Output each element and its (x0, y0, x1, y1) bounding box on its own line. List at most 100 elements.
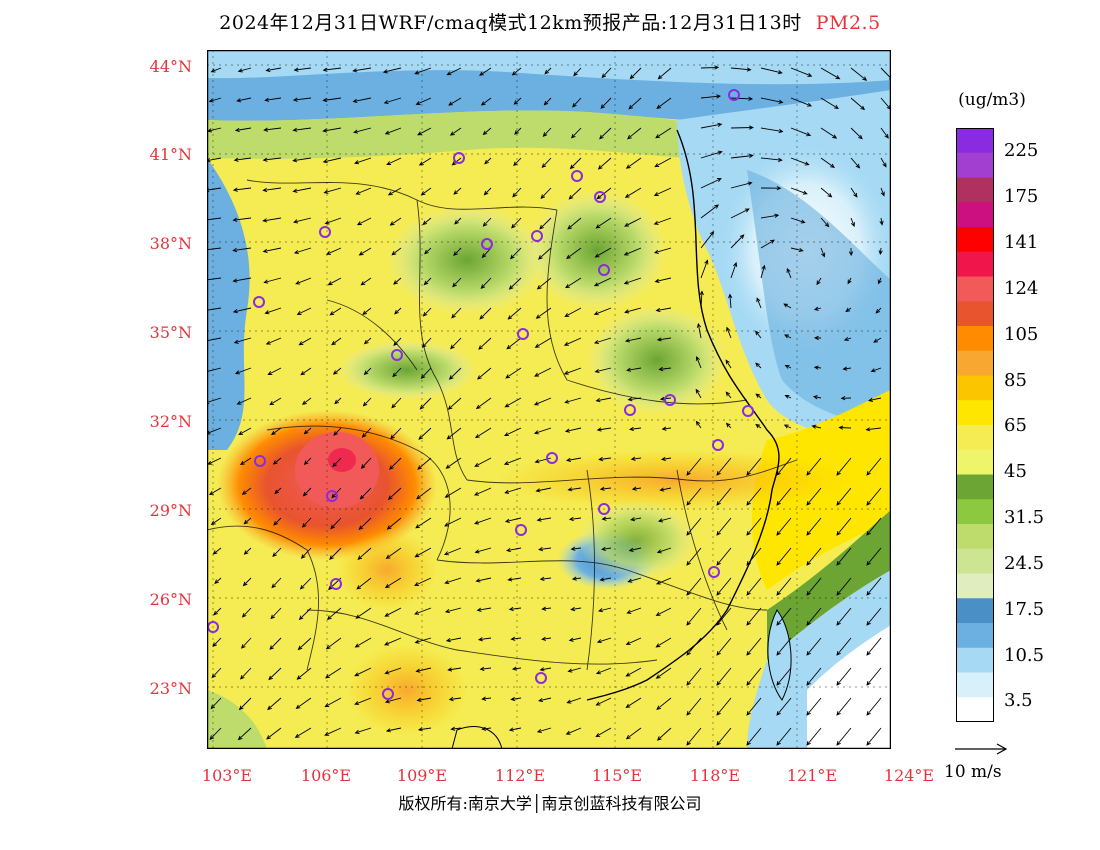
city-marker (708, 566, 720, 578)
wind-arrow (270, 607, 282, 620)
wind-arrow (716, 607, 732, 626)
colorbar-cell (956, 152, 994, 179)
wind-arrow (422, 307, 432, 317)
wind-arrow (274, 487, 282, 495)
wind-arrow (479, 307, 492, 320)
lat-label-35: 35°N (149, 323, 192, 342)
wind-arrow (563, 337, 582, 346)
wind-arrow (877, 277, 882, 285)
colorbar-label-105: 105 (1004, 324, 1039, 345)
wind-reference-label: 10 m/s (944, 762, 1002, 782)
wind-arrow (850, 157, 861, 169)
wind-arrow (263, 127, 282, 132)
wind-arrow (878, 247, 883, 256)
wind-arrow (389, 217, 402, 226)
central-green-south (577, 500, 697, 580)
colorbar-unit: (ug/m3) (958, 90, 1026, 110)
wind-arrow (207, 367, 222, 374)
wind-arrow (836, 487, 852, 506)
wind-arrow (481, 247, 492, 259)
wind-arrow (241, 637, 252, 649)
wind-arrow (357, 547, 372, 560)
wind-arrow (806, 607, 822, 626)
wind-arrow (776, 457, 792, 476)
wind-arrow (730, 181, 753, 189)
wind-arrow (480, 97, 492, 106)
wind-arrow (595, 727, 612, 737)
wind-arrow (730, 234, 745, 249)
colorbar-label-225: 225 (1004, 140, 1039, 161)
wind-arrow (272, 547, 282, 558)
wind-arrow (655, 577, 672, 585)
wind-arrow (510, 636, 522, 641)
wind-arrow (629, 67, 642, 80)
wind-arrow (207, 247, 222, 252)
wind-arrow (393, 337, 402, 346)
wind-arrow (686, 517, 702, 536)
wind-arrow (599, 486, 612, 491)
wind-arrow (415, 97, 432, 105)
wind-arrow (447, 667, 462, 672)
wind-arrow (760, 213, 780, 219)
wind-arrow (843, 336, 852, 342)
lon-label-121: 121°E (786, 766, 838, 785)
city-marker (330, 578, 342, 590)
wind-arrow (210, 517, 222, 525)
wind-arrow (880, 187, 885, 197)
wind-arrow (806, 547, 822, 566)
city-marker (391, 349, 403, 361)
wind-arrow (845, 307, 852, 313)
wind-arrow (564, 307, 582, 317)
wind-arrow (813, 365, 822, 370)
wind-arrow (730, 125, 754, 130)
wind-arrow (355, 187, 372, 195)
city-marker (728, 89, 740, 101)
wind-arrow (599, 577, 612, 582)
wind-arrow (418, 157, 432, 166)
wind-arrow (300, 367, 312, 376)
wind-arrow (686, 547, 702, 566)
wind-arrow (322, 127, 342, 133)
wind-arrow (654, 157, 672, 168)
wind-arrow (359, 487, 372, 500)
wind-arrow (420, 187, 432, 196)
lon-label-103: 103°E (201, 766, 253, 785)
wind-arrow (449, 127, 462, 136)
colorbar-cell (956, 499, 994, 525)
wind-arrow (820, 247, 826, 258)
colorbar-label-24-5: 24.5 (1004, 553, 1045, 574)
wind-arrow (295, 277, 312, 285)
wind-arrow (806, 517, 822, 536)
wind-arrow (686, 607, 702, 626)
wind-arrow (232, 247, 252, 253)
wind-arrow (384, 577, 402, 589)
lon-label-115: 115°E (591, 766, 643, 785)
wind-arrow (243, 547, 252, 555)
wind-arrow (514, 127, 522, 135)
wind-arrow (568, 187, 582, 200)
wind-arrow (716, 577, 732, 596)
wind-arrow (448, 696, 462, 702)
lon-label-106: 106°E (300, 766, 352, 785)
wind-arrow (507, 577, 522, 582)
wind-arrow (760, 264, 766, 279)
wind-arrow (760, 127, 784, 134)
colorbar-cell (956, 276, 994, 302)
north-green-band (207, 110, 727, 160)
wind-arrow (695, 355, 702, 369)
wind-arrow (232, 187, 252, 192)
wind-arrow (850, 67, 868, 81)
wind-arrow (806, 727, 822, 746)
wind-arrow (790, 187, 808, 195)
wind-arrow (783, 424, 792, 429)
wind-arrow (806, 637, 822, 656)
wind-arrow (746, 547, 762, 566)
title-main: 2024年12月31日WRF/cmaq模式12km预报产品:12月31日13时 (219, 12, 802, 34)
wind-arrow (657, 67, 672, 80)
wind-arrow (850, 187, 858, 198)
wind-arrow (301, 397, 312, 405)
wind-arrow (323, 187, 342, 194)
wind-arrow (384, 127, 402, 135)
wind-arrow (234, 127, 252, 133)
colorbar-cell (956, 375, 994, 401)
